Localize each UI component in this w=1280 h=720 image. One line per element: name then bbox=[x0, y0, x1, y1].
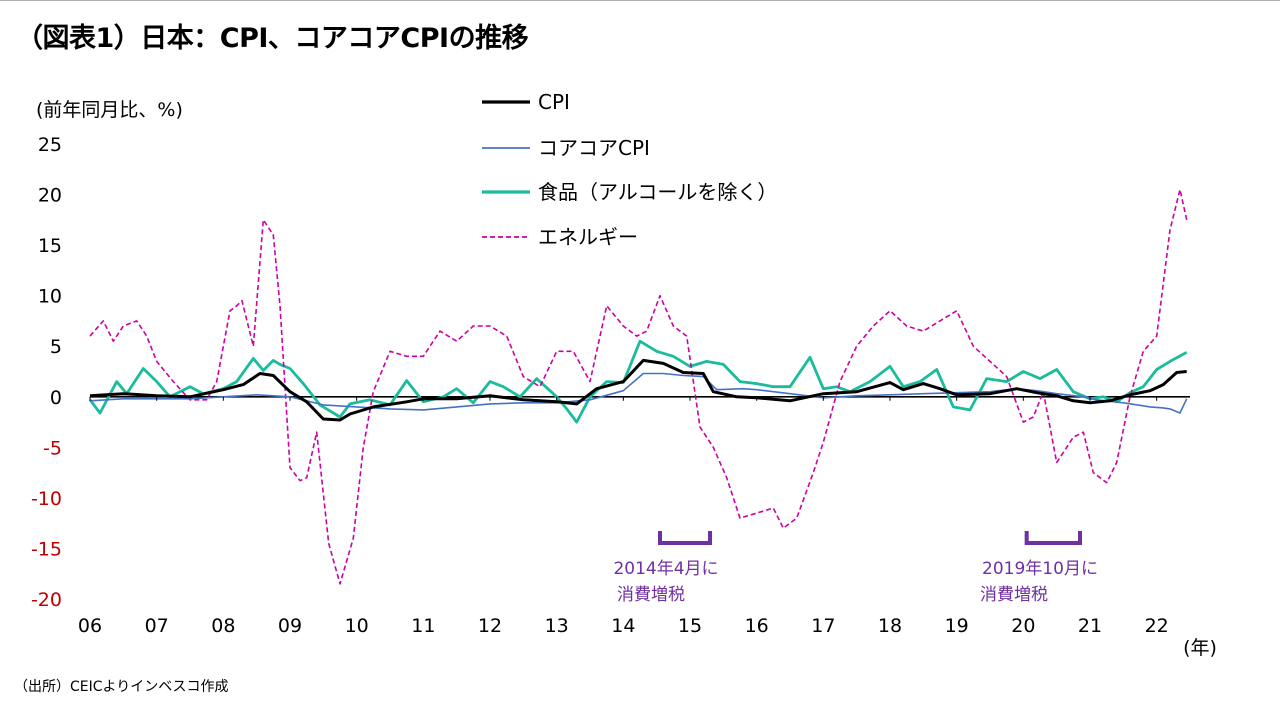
y-tick-label: 0 bbox=[50, 387, 62, 409]
y-tick-label: -15 bbox=[31, 538, 62, 560]
y-tick-label: -10 bbox=[31, 488, 62, 510]
y-axis-unit-label: (前年同月比、%) bbox=[36, 99, 183, 121]
tax-hike-label-line2: 消費増税 bbox=[617, 585, 685, 605]
tax-hike-bracket bbox=[658, 531, 712, 545]
x-tick-label: 22 bbox=[1145, 615, 1169, 637]
series-line-1 bbox=[89, 372, 1188, 414]
y-tick-label: -20 bbox=[31, 589, 62, 611]
x-tick-label: 15 bbox=[678, 615, 702, 637]
x-tick-label: 11 bbox=[411, 615, 435, 637]
series-line-3 bbox=[89, 188, 1188, 585]
chart-title: （図表1）日本：CPI、コアコアCPIの推移 bbox=[16, 23, 529, 54]
x-tick-label: 21 bbox=[1078, 615, 1102, 637]
x-tick-label: 10 bbox=[345, 615, 369, 637]
source-note: （出所）CEICよりインベスコ作成 bbox=[14, 679, 229, 695]
legend-label: CPI bbox=[538, 90, 570, 114]
tax-hike-bracket bbox=[1024, 531, 1082, 545]
x-tick-label: 07 bbox=[145, 615, 169, 637]
series-line-2 bbox=[88, 339, 1188, 424]
series-line-0 bbox=[89, 358, 1187, 422]
tax-hike-label-line2: 消費増税 bbox=[980, 585, 1048, 605]
x-tick-label: 12 bbox=[478, 615, 502, 637]
legend-label: 食品（アルコールを除く） bbox=[538, 180, 777, 204]
x-axis-unit-label: (年) bbox=[1183, 637, 1217, 659]
x-tick-label: 13 bbox=[545, 615, 569, 637]
x-tick-label: 08 bbox=[211, 615, 235, 637]
y-tick-label: 10 bbox=[38, 286, 62, 308]
y-tick-label: 5 bbox=[50, 336, 62, 358]
x-tick-label: 18 bbox=[878, 615, 902, 637]
legend-label: コアコアCPI bbox=[538, 136, 650, 160]
y-tick-label: 15 bbox=[38, 235, 62, 257]
x-tick-label: 06 bbox=[78, 615, 102, 637]
x-tick-label: 19 bbox=[945, 615, 969, 637]
y-tick-label: 25 bbox=[38, 134, 62, 156]
x-tick-label: 16 bbox=[745, 615, 769, 637]
legend-label: エネルギー bbox=[538, 225, 638, 249]
tax-hike-label-line1: 2019年10月に bbox=[982, 559, 1098, 579]
top-border bbox=[0, 0, 1280, 1]
x-tick-label: 09 bbox=[278, 615, 302, 637]
x-tick-label: 20 bbox=[1011, 615, 1035, 637]
x-tick-label: 14 bbox=[611, 615, 635, 637]
y-tick-label: 20 bbox=[38, 185, 62, 207]
tax-hike-label-line1: 2014年4月に bbox=[613, 559, 718, 579]
x-tick-label: 17 bbox=[811, 615, 835, 637]
y-tick-label: -5 bbox=[43, 437, 62, 459]
